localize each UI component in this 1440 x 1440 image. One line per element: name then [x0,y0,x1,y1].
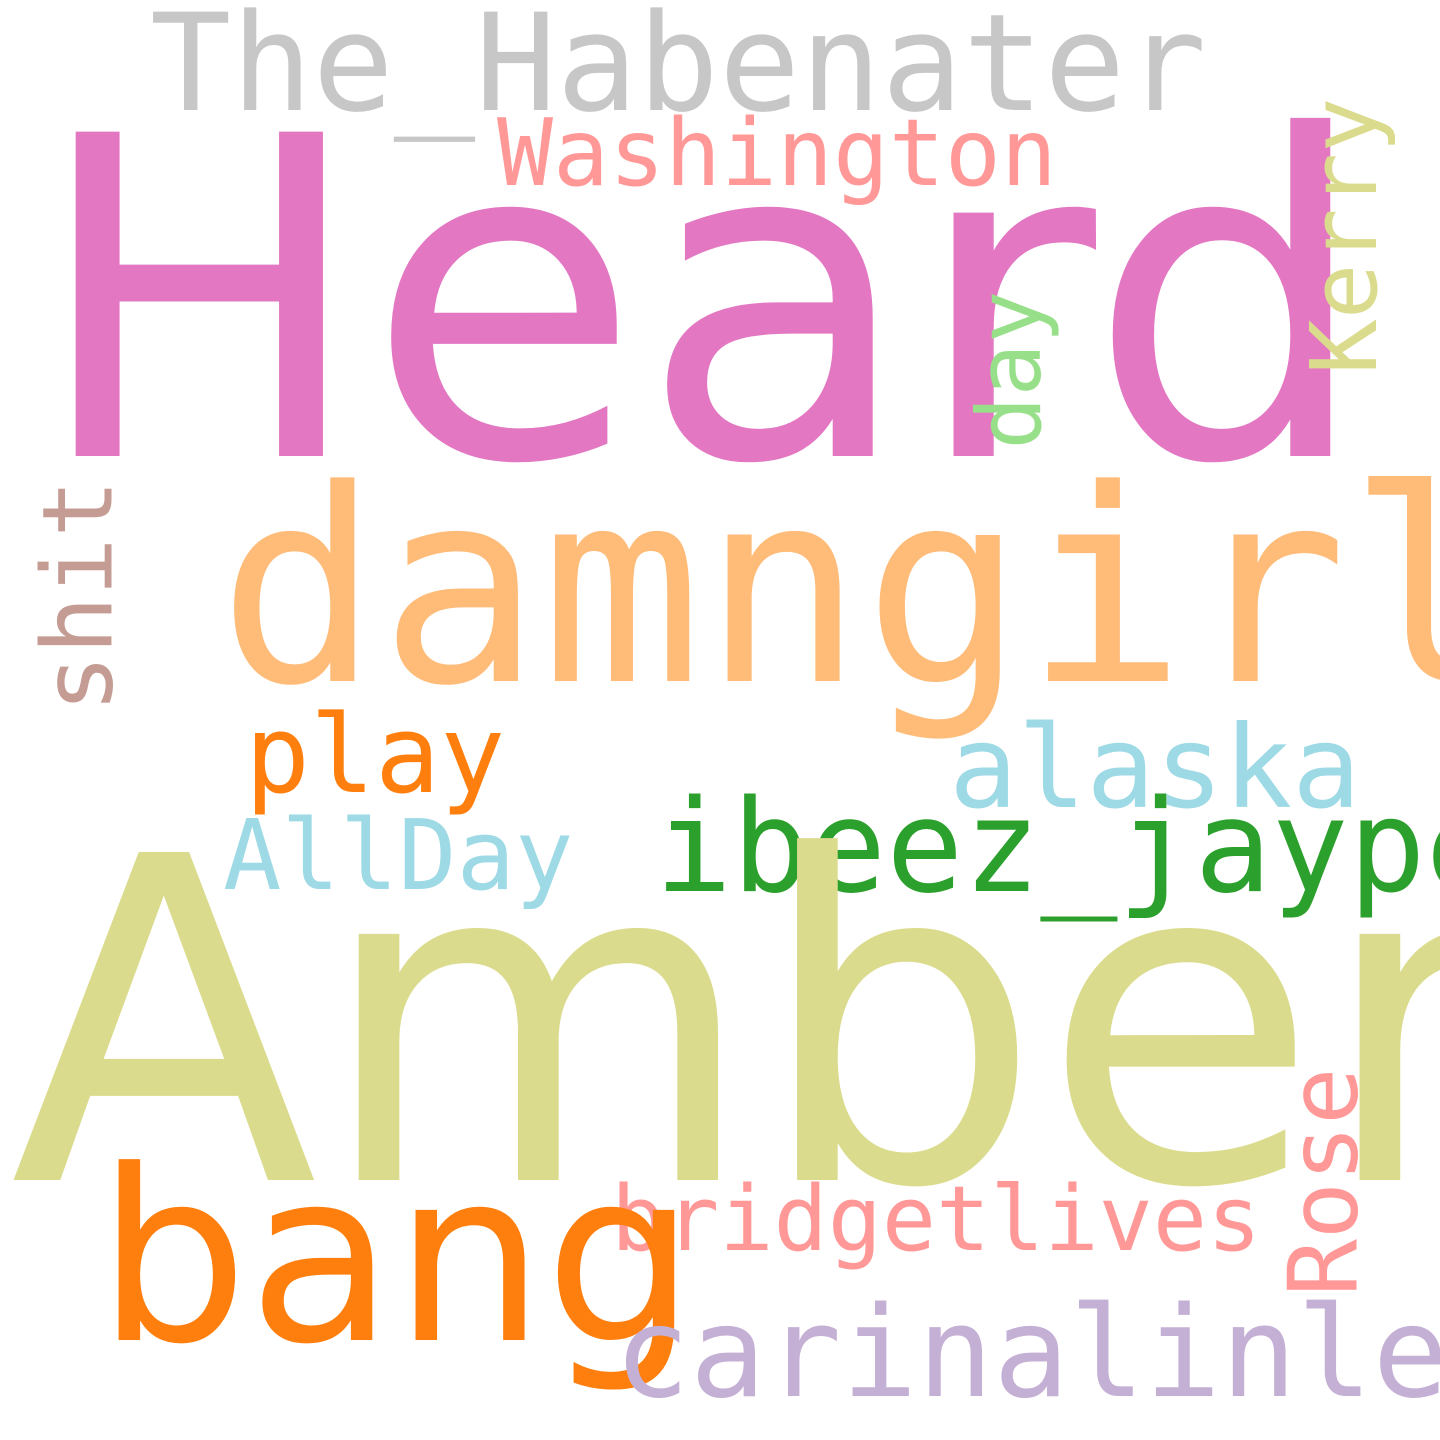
word-bang: bang [97,1120,696,1397]
word-allday: AllDay [223,799,574,912]
word-damngirl: damngirl [218,433,1440,745]
word-washington: Washington [497,99,1057,207]
word-amber: Amber [10,763,1440,1287]
word-alaska: alaska [949,701,1361,834]
word-shit: shit [21,479,135,713]
word-kerry: Kerry [1291,97,1398,375]
word-the-habenater: The_Habenater [150,0,1207,142]
word-rose: Rose [1269,1067,1380,1297]
word-carinalinley: carinalinley [614,1279,1440,1426]
word-play: play [245,693,506,818]
word-heard: Heard [32,43,1371,561]
word-bridgetlives: bridgetlives [611,1167,1262,1272]
word-day: day [958,290,1061,450]
word-ibeez-jaypee: ibeez_jaypee [655,773,1440,922]
